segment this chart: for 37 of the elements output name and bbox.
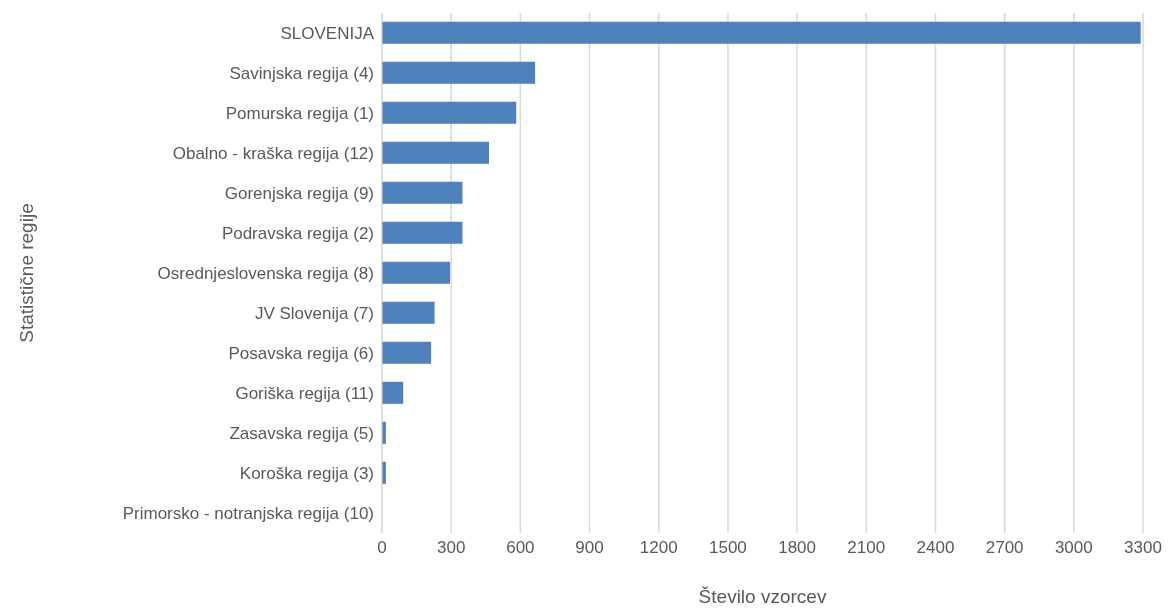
y-tick-label: Pomurska regija (1) [225, 104, 374, 124]
x-tick-label: 1500 [709, 538, 747, 558]
y-tick-label: Goriška regija (11) [235, 384, 374, 404]
y-tick-label: Posavska regija (6) [228, 344, 374, 364]
y-tick-label: Savinjska regija (4) [229, 64, 374, 84]
x-tick-label: 600 [506, 538, 535, 558]
x-axis-title: Število vzorcev [698, 586, 827, 607]
y-tick-label: Koroška regija (3) [239, 464, 374, 484]
y-tick-label: SLOVENIJA [280, 24, 375, 44]
y-tick-label: JV Slovenija (7) [254, 304, 374, 324]
x-tick-label: 2400 [916, 538, 955, 558]
y-tick-label: Primorsko - notranjska regija (10) [122, 504, 374, 524]
y-tick-label: Obalno - kraška regija (12) [172, 144, 374, 164]
bar [382, 341, 432, 364]
x-tick-label: 0 [377, 538, 387, 558]
bar [382, 181, 463, 204]
x-tick-label: 1800 [778, 538, 816, 558]
x-tick-label: 1200 [639, 538, 678, 558]
x-tick-label: 3300 [1124, 538, 1162, 558]
bar [382, 381, 404, 404]
bar [382, 101, 517, 124]
bar [382, 21, 1141, 44]
x-tick-label: 300 [436, 538, 466, 558]
y-tick-label: Podravska regija (2) [221, 224, 374, 244]
bar [382, 61, 536, 84]
x-tick-label: 2100 [847, 538, 886, 558]
y-axis-title: Statistične regije [15, 203, 37, 343]
y-tick-label: Osrednjeslovenska regija (8) [157, 264, 374, 284]
bar [382, 141, 489, 164]
y-tick-label: Gorenjska regija (9) [224, 184, 374, 204]
bar [382, 261, 451, 284]
bar [382, 221, 463, 244]
bar [382, 301, 435, 324]
x-tick-label: 2700 [985, 538, 1024, 558]
x-tick-label: 3000 [1054, 538, 1093, 558]
y-tick-label: Zasavska regija (5) [229, 424, 374, 444]
x-tick-label: 900 [575, 538, 604, 558]
